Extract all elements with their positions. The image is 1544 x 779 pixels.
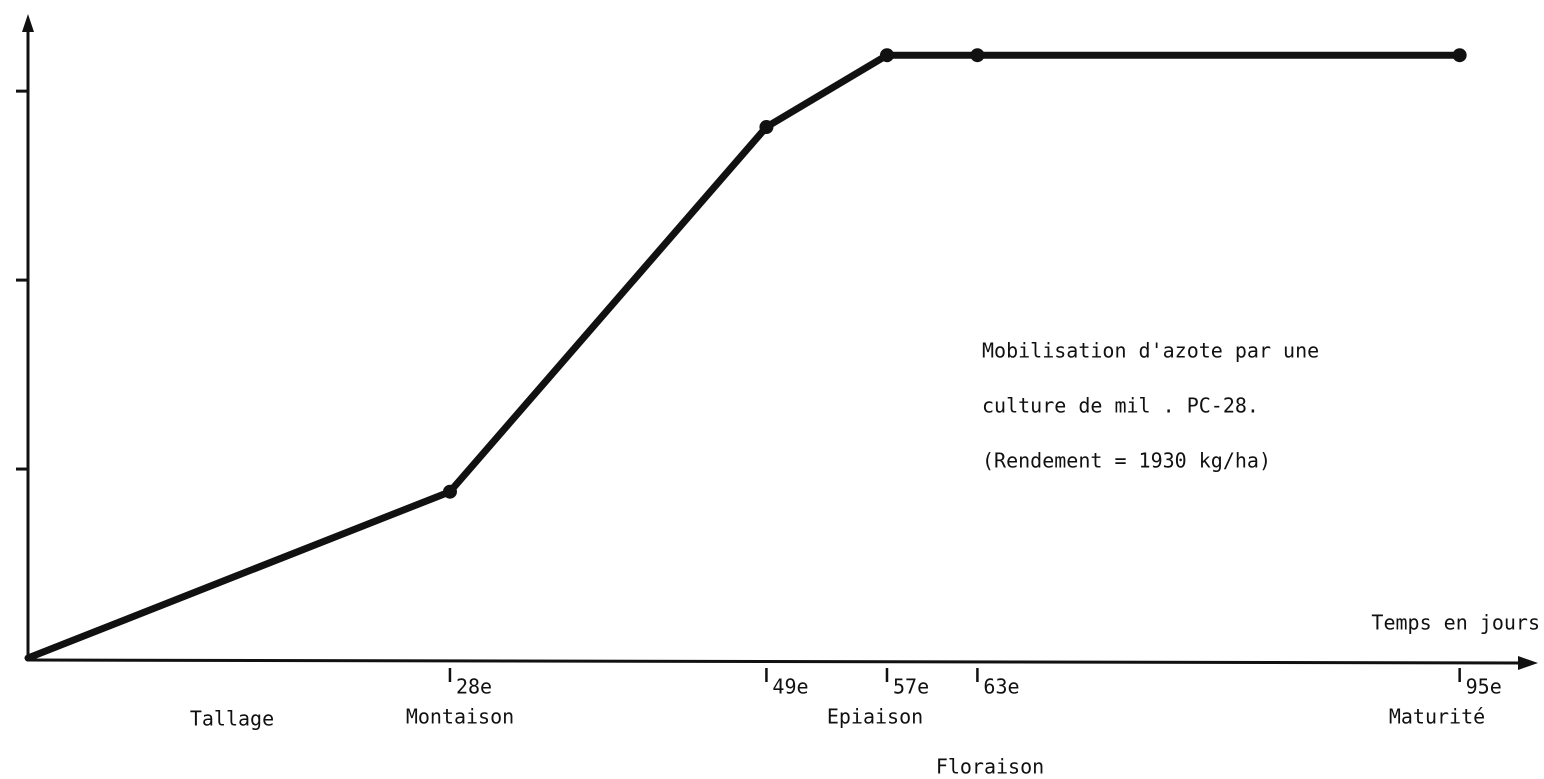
x-axis-label: Temps en jours: [1371, 611, 1540, 635]
x-tick-label: 28e: [456, 675, 492, 699]
data-line: [24, 51, 1464, 662]
x-tick-label: 95e: [1466, 675, 1502, 699]
stage-label: Epiaison: [827, 705, 923, 729]
data-point: [970, 48, 985, 63]
stage-label: Maturité: [1389, 705, 1485, 729]
data-point: [879, 48, 894, 63]
data-point: [442, 484, 457, 499]
y-axis-arrow: [22, 14, 34, 32]
data-point: [1452, 48, 1467, 63]
stage-label: Tallage: [190, 707, 274, 731]
stage-label: Montaison: [406, 705, 514, 729]
x-tick-label: 49e: [772, 675, 808, 699]
note-line: Mobilisation d'azote par une: [982, 339, 1319, 363]
x-tick-label: 63e: [983, 675, 1019, 699]
x-tick-label: 57e: [893, 675, 929, 699]
note-line: culture de mil . PC-28.: [982, 394, 1259, 418]
x-axis: [27, 658, 1526, 665]
note-line: (Rendement = 1930 kg/ha): [982, 449, 1271, 473]
x-axis-arrow: [1518, 656, 1538, 670]
data-point: [759, 120, 774, 135]
stage-label: Floraison: [936, 755, 1044, 779]
